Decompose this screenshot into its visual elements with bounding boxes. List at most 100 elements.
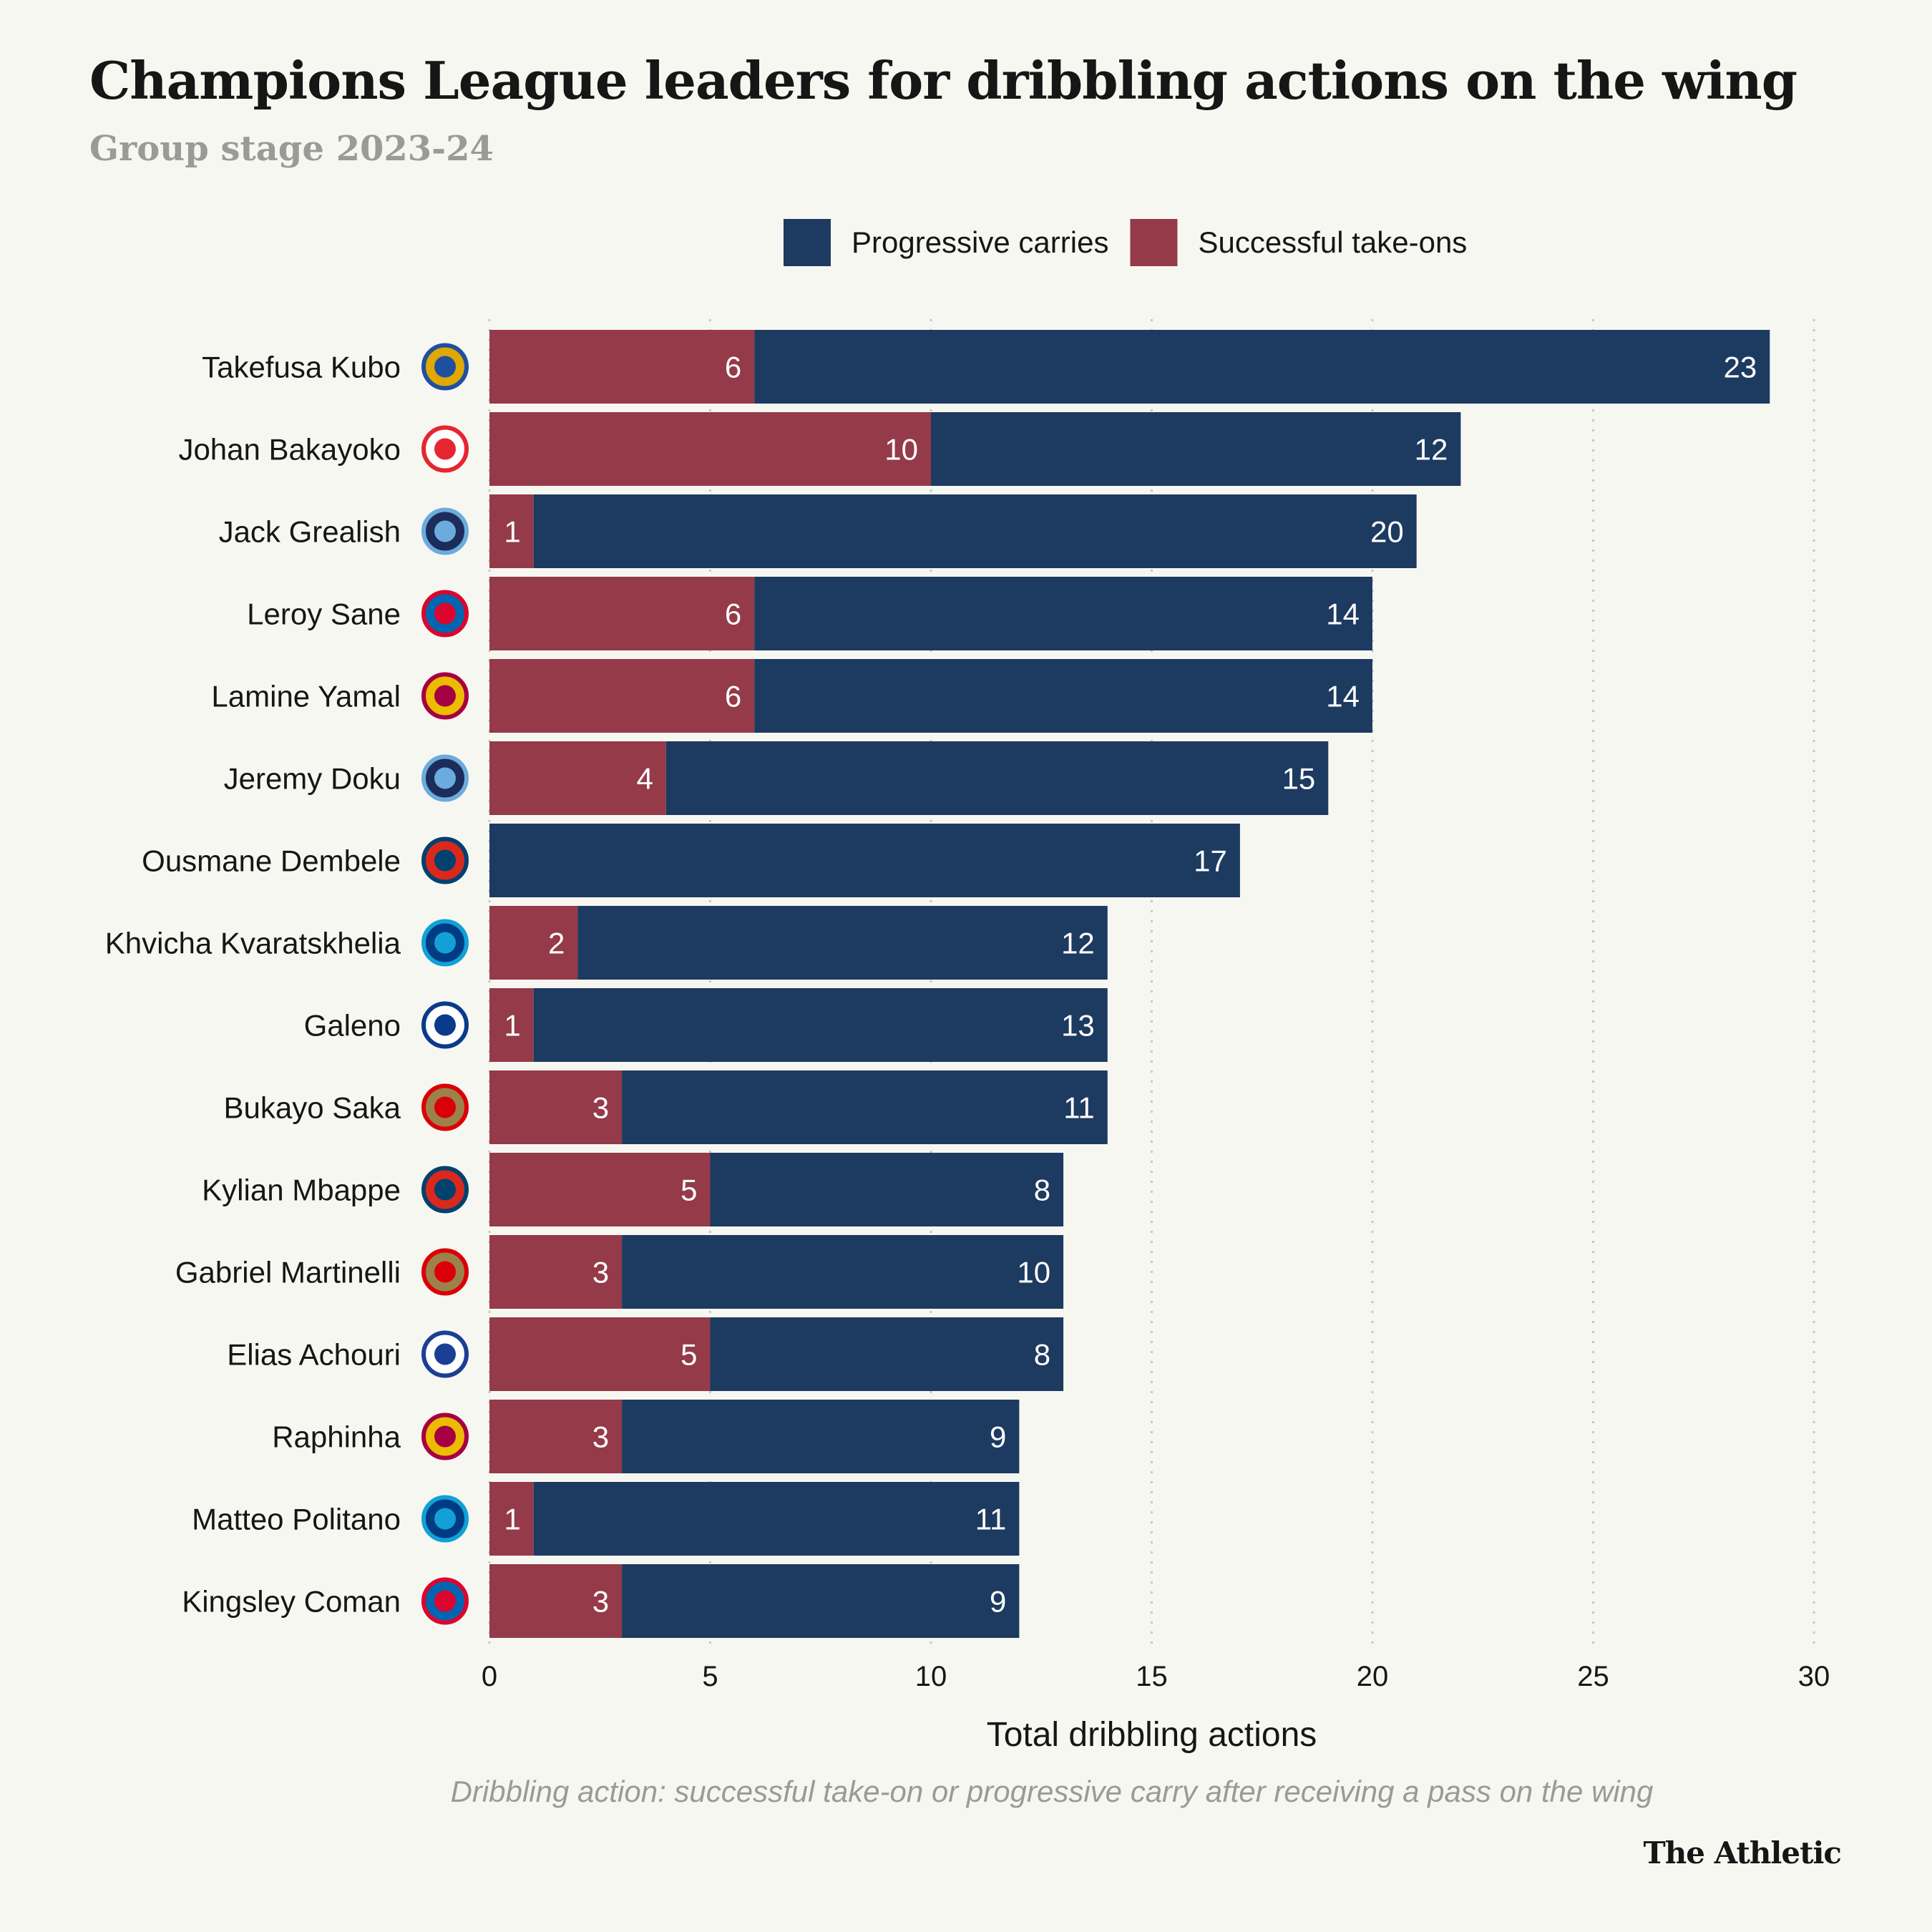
club-badge-icon [421,590,469,638]
data-label-carries: 12 [1415,433,1448,467]
data-label-carries: 10 [1017,1256,1050,1289]
bar-carries [533,1482,1020,1556]
bar-carries [489,824,1240,897]
bar-take-ons [489,494,534,568]
bar-take-ons [489,906,578,980]
data-label-take-ons: 3 [592,1420,609,1454]
bar-carries [622,1564,1020,1638]
bar-carries [710,1317,1064,1391]
data-label-carries: 12 [1061,927,1095,960]
data-label-take-ons: 5 [680,1174,697,1207]
x-tick-label: 30 [1798,1661,1830,1692]
category-label: Matteo Politano [192,1503,401,1536]
club-badge-icon [421,1248,469,1296]
x-tick-label: 5 [702,1661,718,1692]
category-label: Jack Grealish [219,515,401,549]
data-label-carries: 13 [1061,1009,1095,1043]
bar-carries [665,741,1329,815]
data-label-take-ons: 2 [548,927,565,960]
x-tick-label: 10 [915,1661,947,1692]
club-badge-icon [421,919,469,967]
bar-carries [754,659,1372,733]
category-label: Khvicha Kvaratskhelia [105,927,401,960]
club-badge-icon [421,1083,469,1131]
bar-take-ons [489,741,666,815]
category-label: Elias Achouri [227,1338,401,1372]
category-label: Leroy Sane [247,597,401,631]
data-label-take-ons: 3 [592,1585,609,1619]
bar-take-ons [489,659,755,733]
club-badge-icon [421,836,469,884]
legend-swatch [784,219,831,266]
chart-title: Champions League leaders for dribbling a… [89,50,1797,111]
club-badge-icon [421,1413,469,1460]
legend-label: Progressive carries [852,225,1108,259]
club-badge-icon [421,507,469,555]
bar-carries [710,1153,1064,1226]
data-label-carries: 14 [1326,680,1360,713]
data-label-carries: 17 [1194,844,1227,878]
bar-carries [577,906,1108,980]
x-tick-label: 25 [1577,1661,1609,1692]
data-label-carries: 8 [1034,1338,1050,1372]
bar-carries [931,412,1461,486]
bar-carries [533,494,1417,568]
category-label: Bukayo Saka [224,1091,401,1125]
club-badge-icon [421,1577,469,1625]
data-label-take-ons: 5 [680,1338,697,1372]
bar-take-ons [489,577,755,650]
data-label-carries: 8 [1034,1174,1050,1207]
category-label: Ousmane Dembele [142,844,401,878]
bar-take-ons [489,1317,711,1391]
club-badge-icon [421,1495,469,1543]
x-tick-label: 15 [1136,1661,1168,1692]
data-label-carries: 9 [990,1585,1006,1619]
data-label-take-ons: 1 [504,1503,520,1536]
bar-take-ons [489,1153,711,1226]
bar-take-ons [489,330,755,404]
club-badge-icon [421,1166,469,1214]
data-label-take-ons: 3 [592,1091,609,1125]
club-badge-icon [421,425,469,473]
data-label-carries: 20 [1370,515,1404,549]
brand-logo: The Athletic [1643,1835,1842,1870]
bar-take-ons [489,1235,623,1309]
bar-take-ons [489,988,534,1062]
category-label: Raphinha [272,1420,401,1454]
category-label: Galeno [304,1009,401,1043]
bar-carries [754,577,1372,650]
data-label-take-ons: 6 [725,680,741,713]
data-label-carries: 15 [1282,762,1316,796]
bar-carries [622,1235,1064,1309]
bar-take-ons [489,1564,623,1638]
category-label: Takefusa Kubo [202,351,401,384]
category-label: Jeremy Doku [224,762,401,796]
x-tick-label: 20 [1357,1661,1389,1692]
data-label-carries: 11 [975,1503,1007,1536]
x-axis-label: Total dribbling actions [987,1716,1317,1754]
data-label-carries: 14 [1326,597,1360,631]
category-label: Lamine Yamal [211,680,401,713]
category-label: Gabriel Martinelli [175,1256,401,1289]
x-tick-label: 0 [482,1661,497,1692]
club-badge-icon [421,1330,469,1378]
data-label-take-ons: 1 [504,1009,520,1043]
data-label-carries: 11 [1063,1091,1095,1125]
bar-carries [622,1070,1108,1144]
bar-carries [622,1400,1020,1473]
data-label-take-ons: 10 [884,433,918,467]
data-label-carries: 9 [990,1420,1006,1454]
bar-take-ons [489,1482,534,1556]
data-label-take-ons: 4 [636,762,653,796]
legend-label: Successful take-ons [1198,225,1467,259]
data-label-take-ons: 6 [725,351,741,384]
bar-take-ons [489,412,931,486]
data-label-carries: 23 [1724,351,1757,384]
bar-carries [754,330,1770,404]
bar-take-ons [489,1070,623,1144]
data-label-take-ons: 1 [504,515,520,549]
footnote: Dribbling action: successful take-on or … [450,1775,1654,1808]
category-label: Kylian Mbappe [202,1174,401,1207]
club-badge-icon [421,1001,469,1049]
